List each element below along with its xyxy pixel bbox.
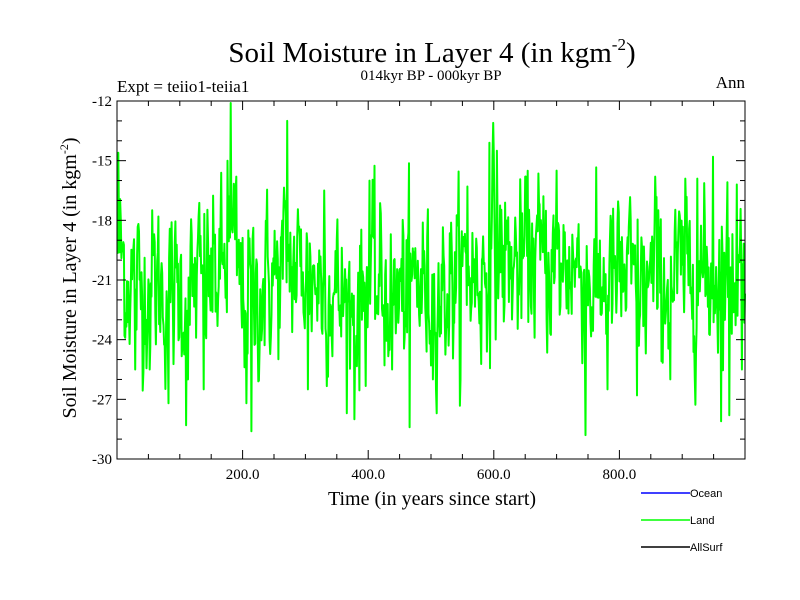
y-tick-label: -21 (92, 273, 112, 289)
x-tick-label: 800.0 (603, 467, 637, 483)
series-line-land (116, 102, 746, 437)
y-axis-label-superscript: -2 (57, 144, 71, 154)
experiment-label: Expt = teiio1-teiia1 (117, 77, 249, 96)
x-axis-label: Time (in years since start) (328, 488, 536, 510)
chart-subtitle: 014kyr BP - 000kyr BP (360, 68, 501, 84)
chart-title-superscript: -2 (612, 35, 626, 54)
y-axis-label: Soil Moisture in Layer 4 (in kgm-2) (57, 137, 81, 418)
x-tick-label: 400.0 (351, 467, 385, 483)
plot-area: 200.0 400.0 600.0 800.0 -30 -27 -24 -21 -18 -15 -1… (92, 94, 746, 483)
x-tick-label: 600.0 (477, 467, 511, 483)
legend-label-ocean: Ocean (690, 488, 722, 500)
y-tick-label: -30 (92, 452, 112, 468)
y-tick-label: -15 (92, 154, 112, 170)
legend-label-allsurf: AllSurf (690, 542, 723, 554)
y-tick-label: -27 (92, 392, 112, 408)
legend-label-land: Land (690, 515, 714, 527)
x-tick-label: 200.0 (226, 467, 260, 483)
chart-title: Soil Moisture in Layer 4 (in kgm-2) (228, 35, 635, 69)
y-tick-label: -18 (92, 213, 112, 229)
y-tick-label: -12 (92, 94, 112, 110)
season-label: Ann (716, 73, 746, 92)
legend: Ocean Land AllSurf (641, 488, 723, 554)
y-tick-label: -24 (92, 333, 112, 349)
